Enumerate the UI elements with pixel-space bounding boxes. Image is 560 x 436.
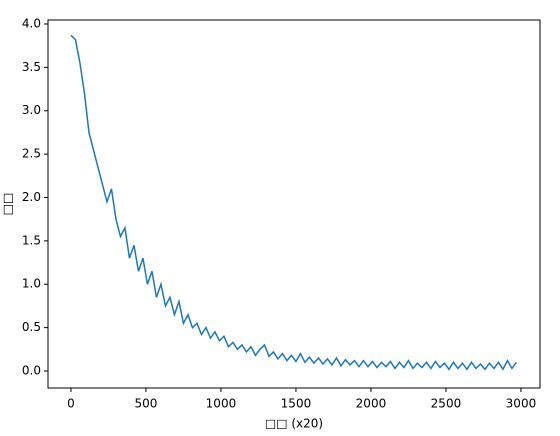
x-tick-label: 3000 — [506, 397, 537, 411]
y-axis-label: □□ — [1, 193, 15, 216]
plot-frame — [47, 19, 541, 389]
x-axis-label: □□ (x20) — [265, 417, 323, 431]
x-tick-label: 0 — [67, 397, 75, 411]
y-tick-label: 2.5 — [22, 147, 41, 161]
y-tick-label: 3.0 — [22, 103, 41, 117]
y-tick-label: 1.5 — [22, 233, 41, 247]
x-tick-label: 500 — [134, 397, 157, 411]
y-tick-label: 2.0 — [22, 190, 41, 204]
y-tick-label: 4.0 — [22, 16, 41, 30]
y-tick-label: 0.5 — [22, 320, 41, 334]
y-tick-label: 1.0 — [22, 277, 41, 291]
x-tick-label: 1000 — [206, 397, 237, 411]
y-tick-label: 3.5 — [22, 60, 41, 74]
x-tick-label: 2500 — [431, 397, 462, 411]
x-tick-label: 2000 — [356, 397, 387, 411]
y-tick-label: 0.0 — [22, 363, 41, 377]
x-tick-label: 1500 — [281, 397, 312, 411]
line-series — [70, 34, 518, 371]
